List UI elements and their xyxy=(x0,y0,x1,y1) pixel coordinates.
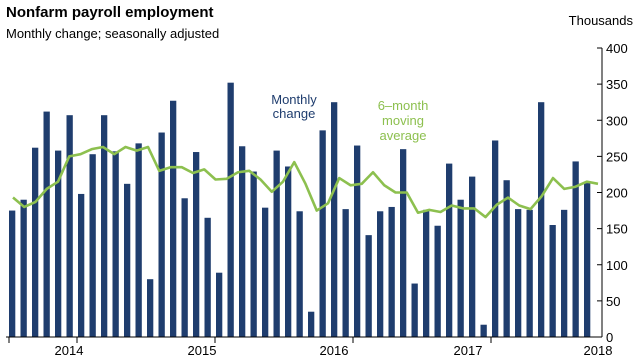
x-tick-label: 2018 xyxy=(584,343,613,358)
y-tick-label: 200 xyxy=(606,186,628,201)
line-annotation-line2: moving xyxy=(382,113,424,128)
bar xyxy=(112,151,119,337)
bar xyxy=(66,115,73,337)
x-tick-label: 2016 xyxy=(320,343,349,358)
bar xyxy=(561,209,568,337)
y-tick-label: 150 xyxy=(606,222,628,237)
bar xyxy=(388,206,395,337)
bar xyxy=(354,145,361,337)
bar xyxy=(181,198,188,337)
bar xyxy=(572,161,579,337)
bar xyxy=(20,199,27,337)
y-tick-label: 100 xyxy=(606,258,628,273)
bar xyxy=(377,211,384,337)
bars-group xyxy=(9,82,591,338)
bar xyxy=(43,111,50,337)
bar xyxy=(503,180,510,337)
line-group xyxy=(12,145,599,219)
bar xyxy=(434,225,441,337)
y-tick-label: 300 xyxy=(606,113,628,128)
bar xyxy=(124,183,131,337)
line-annotation-line1: 6–month xyxy=(378,98,429,113)
moving-average-line xyxy=(12,145,599,219)
bar-annotation-line2: change xyxy=(273,106,316,121)
bar xyxy=(526,209,533,337)
bar xyxy=(262,207,269,337)
bar xyxy=(319,130,326,337)
bar xyxy=(135,143,142,337)
bar xyxy=(285,166,292,337)
bar xyxy=(204,217,211,337)
bar xyxy=(411,283,418,337)
y-tick-label: 250 xyxy=(606,149,628,164)
bar xyxy=(89,154,96,337)
y-tick-label: 400 xyxy=(606,41,628,56)
bar xyxy=(331,102,338,337)
bar xyxy=(457,199,464,337)
bar xyxy=(515,209,522,337)
bar xyxy=(273,150,280,337)
bar xyxy=(78,193,85,337)
x-tick-label: 2015 xyxy=(188,343,217,358)
bar xyxy=(584,183,591,337)
y-tick-label: 350 xyxy=(606,77,628,92)
chart-subtitle: Monthly change; seasonally adjusted xyxy=(6,26,220,41)
bar xyxy=(296,211,303,337)
line-annotation-line3: average xyxy=(380,128,427,143)
bar xyxy=(423,209,430,337)
bar xyxy=(538,102,545,337)
bar xyxy=(32,147,39,337)
bar xyxy=(158,132,165,337)
bar xyxy=(216,272,223,337)
units-label: Thousands xyxy=(568,13,633,28)
bar xyxy=(239,146,246,337)
y-tick-label: 50 xyxy=(606,294,620,309)
bar xyxy=(480,324,487,337)
bar xyxy=(170,100,177,338)
y-ticks-group: 0 50 100 150 200 250 300 350 400 xyxy=(597,41,628,345)
bar xyxy=(250,171,257,337)
bar xyxy=(549,225,556,337)
bar xyxy=(227,82,234,338)
bar xyxy=(55,150,62,337)
bar xyxy=(308,311,315,337)
bar xyxy=(492,140,499,337)
bar-annotation-line1: Monthly xyxy=(271,92,317,107)
bar xyxy=(446,163,453,337)
x-ticks-group: 2014 2015 2016 2017 2018 xyxy=(8,337,613,358)
bar xyxy=(147,279,154,337)
bar xyxy=(101,115,108,337)
x-tick-label: 2014 xyxy=(55,343,84,358)
bar xyxy=(193,152,200,337)
bar xyxy=(342,209,349,337)
chart-title: Nonfarm payroll employment xyxy=(6,4,214,21)
x-tick-label: 2017 xyxy=(454,343,483,358)
y-tick-label: 0 xyxy=(606,330,613,345)
bar xyxy=(365,235,372,337)
bar xyxy=(469,176,476,337)
bar xyxy=(400,149,407,337)
bar xyxy=(9,210,16,337)
